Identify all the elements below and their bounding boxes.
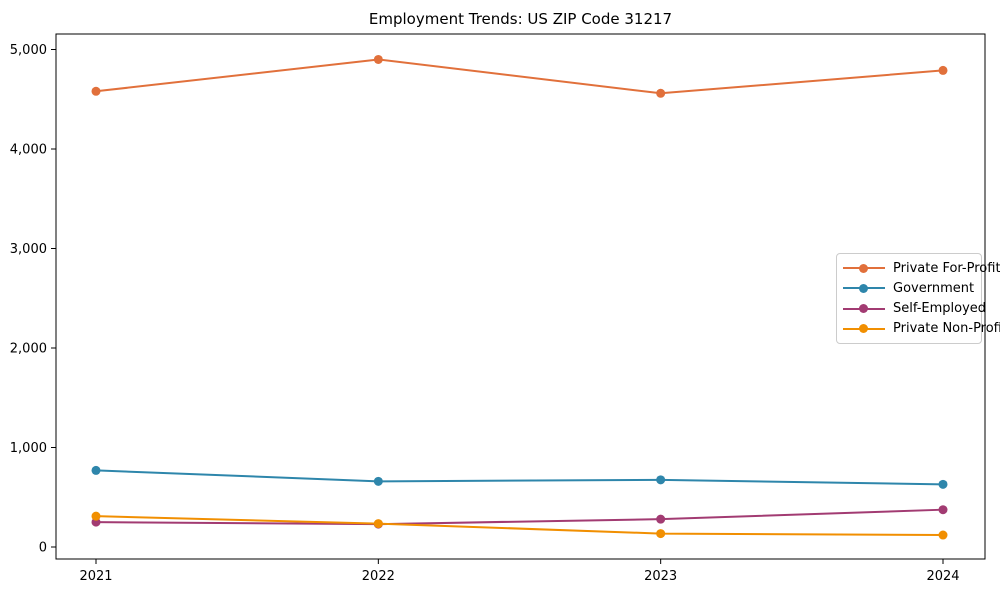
series-line-private-for-profit [95, 58, 944, 95]
data-point-private-for-profit-2021 [91, 86, 101, 96]
series-line-private-non-profit [95, 515, 944, 537]
legend-label: Government [893, 280, 975, 296]
series-line-self-employed [95, 508, 944, 526]
data-point-government-2023 [656, 475, 666, 485]
x-tick-label: 2024 [926, 569, 959, 584]
y-tick-label: 5,000 [10, 43, 47, 58]
y-tick-label: 1,000 [10, 441, 47, 456]
legend: Private For-Profit Government Self-Emplo… [836, 253, 1000, 344]
legend-item-private-for-profit: Private For-Profit [843, 259, 1000, 278]
data-point-private-for-profit-2023 [656, 88, 666, 98]
data-point-self-employed-2024 [938, 505, 948, 515]
data-point-private-for-profit-2024 [938, 65, 948, 75]
data-point-government-2024 [938, 479, 948, 489]
data-point-private-non-profit-2022 [373, 519, 383, 529]
x-tick-label: 2021 [79, 569, 112, 584]
legend-label: Self-Employed [893, 301, 987, 317]
legend-marker-government [843, 283, 885, 293]
legend-item-government: Government [843, 279, 975, 298]
x-tick-label: 2023 [644, 569, 677, 584]
legend-label: Private For-Profit [893, 260, 1000, 276]
data-point-private-non-profit-2023 [656, 529, 666, 539]
y-tick-label: 2,000 [10, 342, 47, 357]
y-tick-label: 3,000 [10, 242, 47, 257]
data-point-government-2021 [91, 465, 101, 475]
legend-marker-private-non-profit [843, 324, 885, 334]
legend-label: Private Non-Profit [893, 321, 1000, 337]
data-point-private-non-profit-2024 [938, 530, 948, 540]
data-point-private-for-profit-2022 [373, 54, 383, 64]
legend-marker-private-for-profit [843, 263, 885, 273]
data-point-self-employed-2023 [656, 514, 666, 524]
legend-marker-self-employed [843, 304, 885, 314]
data-point-government-2022 [373, 476, 383, 486]
data-point-private-non-profit-2021 [91, 511, 101, 521]
chart-title: Employment Trends: US ZIP Code 31217 [368, 10, 673, 28]
legend-item-private-non-profit: Private Non-Profit [843, 319, 1000, 338]
legend-item-self-employed: Self-Employed [843, 299, 986, 318]
series-line-government [95, 469, 944, 486]
y-tick-label: 0 [39, 541, 47, 556]
plot-border [55, 33, 986, 560]
x-tick-label: 2022 [362, 569, 395, 584]
y-tick-label: 4,000 [10, 143, 47, 158]
